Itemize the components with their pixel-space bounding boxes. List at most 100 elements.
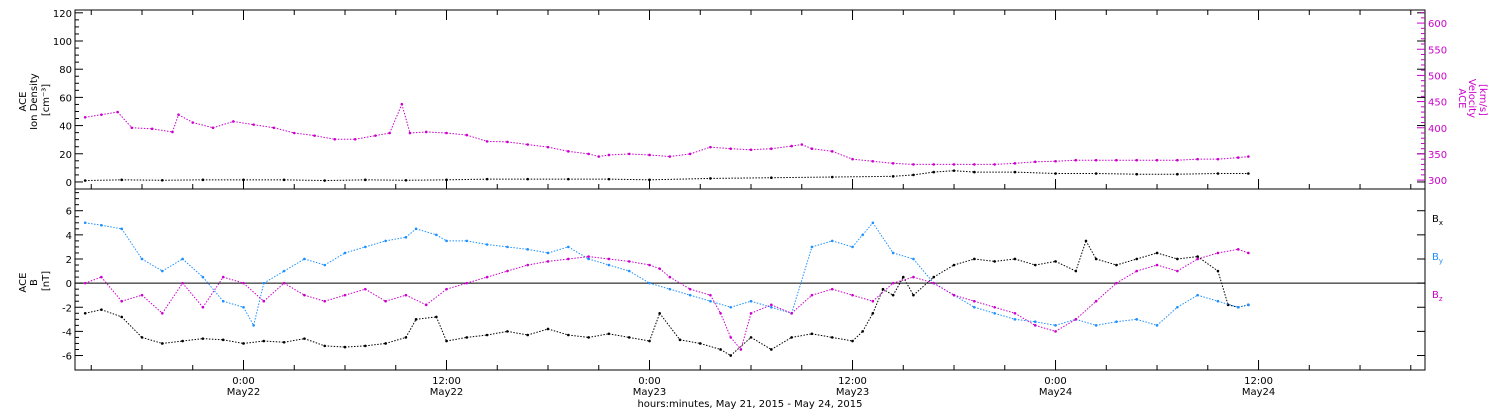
by-segment <box>710 300 731 308</box>
top-ytick-label: 20 <box>59 150 72 161</box>
bx-segment <box>1238 304 1249 308</box>
bx-segment <box>974 258 995 262</box>
velocity-point <box>1247 155 1250 158</box>
by-segment <box>487 244 508 248</box>
velocity-segment <box>568 150 589 155</box>
velocity-series <box>83 102 1250 166</box>
x-tick-date-label: May23 <box>836 387 869 398</box>
velocity-segment <box>375 132 390 137</box>
bottom-ytick-label: -2 <box>62 303 72 314</box>
bz-point <box>1247 251 1250 255</box>
x-tick-date-label: May24 <box>1039 387 1072 398</box>
velocity-segment <box>832 150 853 160</box>
bx-segment <box>405 319 417 338</box>
bx-segment <box>435 316 447 342</box>
velocity-segment <box>1055 159 1076 162</box>
top-ylabel-line2: Ion Density <box>29 73 40 130</box>
series-layer <box>83 102 1250 357</box>
bx-segment <box>872 288 884 314</box>
by-segment <box>436 234 447 242</box>
bz-point <box>546 260 550 263</box>
top-right-axis: 300 350 400 450 500 550 600 <box>1417 12 1447 187</box>
by-segment <box>608 264 630 272</box>
by-segment <box>365 240 386 248</box>
top-y2label: ACE Velocity [km/s] <box>1456 79 1488 121</box>
bz-segment <box>1197 252 1219 260</box>
velocity-segment <box>171 114 180 133</box>
density-segment <box>1096 172 1137 175</box>
top-ylabel-line3: [cm⁻³] <box>41 84 52 116</box>
bx-segment <box>324 345 346 348</box>
density-point <box>1247 172 1250 175</box>
bz-segment <box>446 282 467 290</box>
bottom-ylabel-line1: ACE <box>18 273 29 293</box>
bz-segment <box>872 282 894 302</box>
bz-segment <box>304 294 325 302</box>
bz-segment <box>892 276 914 284</box>
bz-segment <box>1035 324 1056 332</box>
by-segment <box>913 258 935 284</box>
bz-segment <box>1238 248 1249 254</box>
bz-segment <box>852 294 873 302</box>
bz-segment <box>344 288 366 296</box>
top-y2tick-label: 600 <box>1428 19 1447 30</box>
by-segment <box>750 300 772 308</box>
top-y2tick-label: 400 <box>1428 124 1447 135</box>
density-segment <box>324 179 366 182</box>
bx-segment <box>202 338 224 341</box>
by-point <box>1094 324 1098 327</box>
bx-segment <box>415 316 437 320</box>
density-segment <box>649 177 711 181</box>
velocity-segment <box>426 131 447 134</box>
bz-segment <box>1014 312 1036 326</box>
by-segment <box>385 236 406 242</box>
bx-segment <box>608 333 630 338</box>
top-y2tick-label: 350 <box>1428 150 1447 161</box>
bx-segment <box>162 340 183 344</box>
bx-segment <box>1095 258 1117 266</box>
bz-segment <box>588 256 609 260</box>
bz-segment <box>141 294 163 314</box>
velocity-segment <box>750 148 772 151</box>
bz-segment <box>1156 264 1178 272</box>
top-panel-frame <box>74 9 1426 190</box>
by-segment <box>1014 318 1036 323</box>
bx-segment <box>730 337 752 356</box>
bx-point <box>1176 257 1179 261</box>
by-segment <box>263 270 285 284</box>
top-y2tick-label: 450 <box>1428 98 1447 109</box>
velocity-segment <box>101 111 118 116</box>
by-segment <box>344 246 366 254</box>
bz-segment <box>1136 264 1158 272</box>
density-segment <box>771 176 833 179</box>
velocity-segment <box>1177 158 1198 161</box>
velocity-segment <box>401 104 411 134</box>
by-segment <box>141 258 163 272</box>
x-tick-time-label: 12:00 <box>1244 376 1273 387</box>
bx-segment <box>1014 258 1036 266</box>
bottom-ylabel: ACE B [nT] <box>18 269 52 292</box>
velocity-segment <box>294 132 315 137</box>
bz-segment <box>101 276 123 302</box>
bx-segment <box>1156 252 1178 260</box>
velocity-segment <box>507 141 528 146</box>
by-segment <box>1217 300 1239 308</box>
legend-by: By <box>1432 252 1443 265</box>
bx-segment <box>385 336 407 344</box>
bz-segment <box>740 313 752 350</box>
bz-segment <box>953 294 975 302</box>
by-segment <box>568 246 589 260</box>
by-segment <box>588 258 610 266</box>
bx-segment <box>507 330 528 336</box>
velocity-segment <box>487 140 508 143</box>
bz-segment <box>720 313 732 338</box>
top-ytick-label: 60 <box>59 93 72 104</box>
bx-segment <box>1197 256 1219 272</box>
by-segment <box>811 240 833 248</box>
bx-segment <box>852 331 864 342</box>
bz-point <box>526 263 530 267</box>
bx-segment <box>953 258 975 266</box>
bz-segment <box>507 264 528 272</box>
bx-segment <box>365 342 386 347</box>
